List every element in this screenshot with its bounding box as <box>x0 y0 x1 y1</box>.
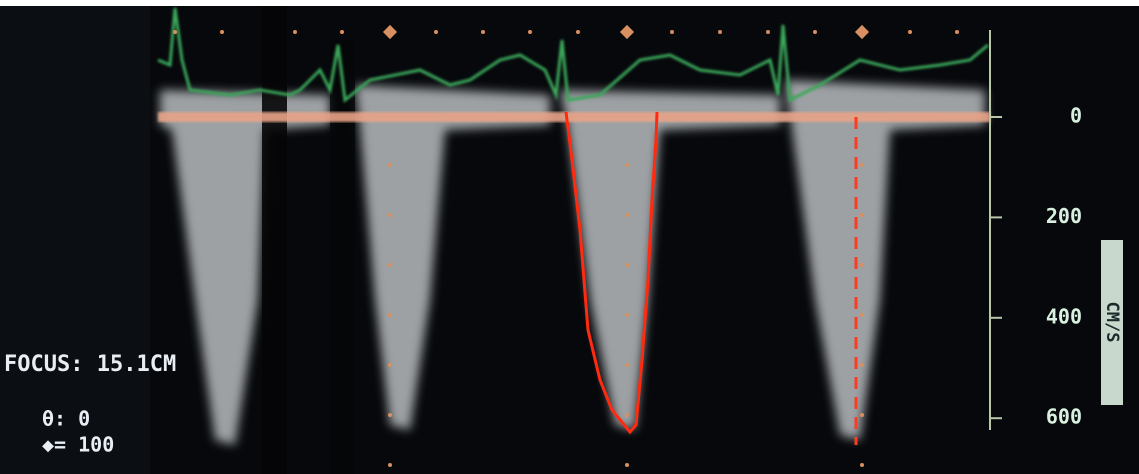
marker-dot <box>860 213 864 217</box>
side-panel <box>0 6 150 474</box>
marker-dot <box>388 163 392 167</box>
marker-dot <box>625 313 629 317</box>
marker-dot <box>625 263 629 267</box>
marker-dot <box>293 30 297 34</box>
marker-dot <box>860 263 864 267</box>
marker-dot <box>955 30 959 34</box>
marker-dot <box>670 30 674 34</box>
doppler-view: 0 200 400 600 CM/S FOCUS: 15.1CM θ: 0 ◆= 10… <box>0 0 1139 474</box>
marker-dot <box>528 30 532 34</box>
shadow-band <box>330 40 355 474</box>
marker-dot <box>860 363 864 367</box>
marker-dot <box>813 30 817 34</box>
marker-dot <box>388 313 392 317</box>
marker-dot <box>625 163 629 167</box>
marker-dot <box>576 30 580 34</box>
marker-dot <box>481 30 485 34</box>
marker-dot <box>860 313 864 317</box>
marker-dot <box>860 163 864 167</box>
tick-label: 600 <box>1046 405 1082 429</box>
tick-label: 0 <box>1070 104 1082 128</box>
marker-dot <box>173 30 177 34</box>
marker-dot <box>625 213 629 217</box>
marker-dot <box>220 30 224 34</box>
focus-label: FOCUS: 15.1CM <box>4 352 176 377</box>
tick-label: 200 <box>1046 204 1082 228</box>
screenshot: 0 200 400 600 CM/S FOCUS: 15.1CM θ: 0 ◆= 10… <box>0 0 1139 474</box>
angle-label: θ: 0 <box>42 407 90 431</box>
marker-dot <box>625 363 629 367</box>
shadow-band <box>262 6 287 474</box>
marker-dot <box>388 263 392 267</box>
gain-label: ◆= 100 <box>42 433 114 457</box>
tick-label: 400 <box>1046 304 1082 328</box>
baseline <box>158 112 990 122</box>
marker-dot <box>434 30 438 34</box>
marker-dot <box>860 413 864 417</box>
marker-dot <box>908 30 912 34</box>
background <box>0 6 1139 474</box>
marker-dot <box>766 30 770 34</box>
marker-dot <box>625 463 629 467</box>
unit-label: CM/S <box>1102 302 1122 343</box>
marker-dot <box>340 30 344 34</box>
marker-dot <box>388 413 392 417</box>
marker-dot <box>388 363 392 367</box>
marker-dot <box>718 30 722 34</box>
marker-dot <box>625 413 629 417</box>
marker-dot <box>860 463 864 467</box>
marker-dot <box>388 463 392 467</box>
marker-dot <box>388 213 392 217</box>
